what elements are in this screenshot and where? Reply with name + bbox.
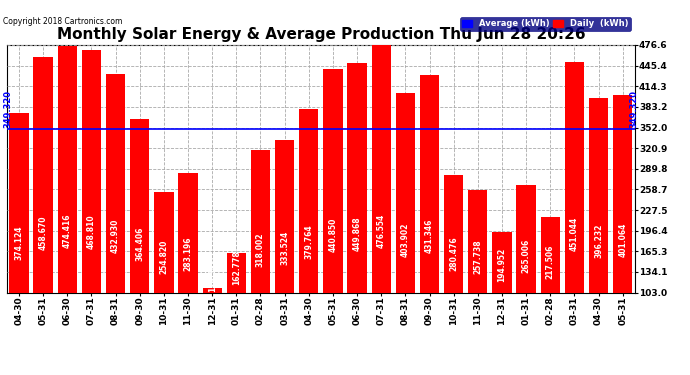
Text: 318.002: 318.002 — [256, 232, 265, 267]
Bar — [251, 150, 270, 292]
Text: 468.810: 468.810 — [87, 214, 96, 249]
Text: 451.044: 451.044 — [570, 217, 579, 251]
Text: 194.952: 194.952 — [497, 247, 506, 282]
Title: Monthly Solar Energy & Average Production Thu Jun 28 20:26: Monthly Solar Energy & Average Productio… — [57, 27, 585, 42]
Bar — [565, 62, 584, 292]
Text: Copyright 2018 Cartronics.com: Copyright 2018 Cartronics.com — [3, 17, 123, 26]
Text: 401.064: 401.064 — [618, 223, 627, 257]
Bar — [203, 288, 222, 292]
Text: 379.764: 379.764 — [304, 225, 313, 260]
Text: 349.320: 349.320 — [3, 90, 12, 128]
Bar — [589, 98, 609, 292]
Bar — [155, 192, 174, 292]
Text: 431.346: 431.346 — [425, 219, 434, 254]
Bar — [9, 113, 29, 292]
Bar — [324, 69, 343, 292]
Text: 432.930: 432.930 — [111, 219, 120, 253]
Legend: Average (kWh), Daily  (kWh): Average (kWh), Daily (kWh) — [460, 17, 631, 31]
Bar — [82, 50, 101, 292]
Bar — [226, 253, 246, 292]
Bar — [493, 232, 512, 292]
Bar — [613, 95, 633, 292]
Bar — [106, 74, 126, 292]
Bar — [396, 93, 415, 292]
Bar — [275, 140, 295, 292]
Text: 403.902: 403.902 — [401, 222, 410, 256]
Bar — [178, 173, 198, 292]
Bar — [541, 217, 560, 292]
Text: 440.850: 440.850 — [328, 218, 337, 252]
Text: 396.232: 396.232 — [594, 223, 603, 258]
Bar — [444, 175, 464, 292]
Bar — [420, 75, 440, 292]
Text: 162.778: 162.778 — [232, 251, 241, 285]
Text: 449.868: 449.868 — [353, 216, 362, 251]
Text: 257.738: 257.738 — [473, 239, 482, 274]
Bar — [517, 185, 536, 292]
Text: 217.506: 217.506 — [546, 244, 555, 279]
Text: 333.524: 333.524 — [280, 231, 289, 265]
Bar — [348, 63, 367, 292]
Text: 458.670: 458.670 — [39, 216, 48, 250]
Text: 349.320: 349.320 — [629, 90, 638, 128]
Text: 374.124: 374.124 — [14, 226, 23, 260]
Text: 476.554: 476.554 — [377, 214, 386, 248]
Text: 280.476: 280.476 — [449, 237, 458, 272]
Bar — [299, 109, 319, 292]
Bar — [130, 119, 150, 292]
Text: 474.416: 474.416 — [63, 214, 72, 248]
Bar — [58, 46, 77, 292]
Text: 254.820: 254.820 — [159, 240, 168, 274]
Bar — [34, 57, 53, 292]
Bar — [372, 45, 391, 292]
Text: 364.406: 364.406 — [135, 227, 144, 261]
Text: 110.342: 110.342 — [208, 257, 217, 292]
Text: 265.006: 265.006 — [522, 239, 531, 273]
Bar — [469, 190, 488, 292]
Text: 283.196: 283.196 — [184, 237, 193, 271]
